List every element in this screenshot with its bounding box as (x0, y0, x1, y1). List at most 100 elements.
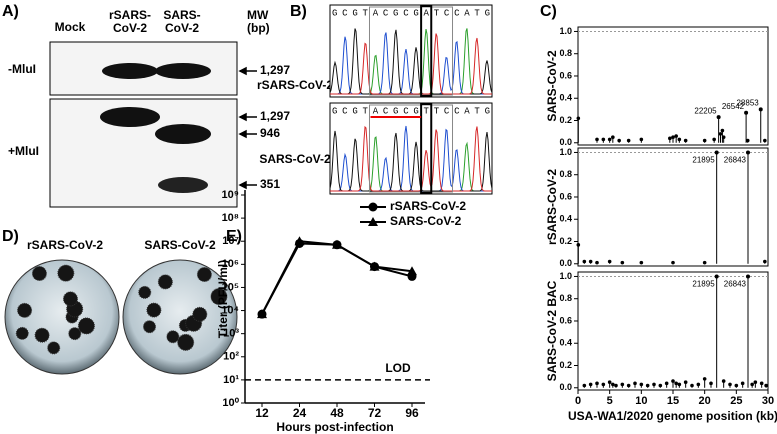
mw-label: (bp) (247, 21, 270, 35)
plaque (146, 302, 162, 318)
lollipop-head (607, 380, 612, 385)
y-tick-label: 0.0 (559, 137, 572, 147)
lollipop-head (588, 382, 593, 387)
y-tick-label: 0.8 (559, 169, 572, 179)
lollipop-head (753, 380, 758, 385)
lollipop-head (652, 382, 656, 387)
lollipop-head (620, 382, 625, 387)
series-line (261, 240, 413, 315)
trace-label: rSARS-CoV-2 (257, 78, 333, 92)
lollipop-head (671, 135, 675, 140)
lollipop-head (645, 383, 650, 388)
lollipop-head (714, 274, 719, 279)
y-tick-label: 0.6 (559, 70, 572, 80)
lollipop-head (668, 136, 672, 141)
series-line (261, 242, 413, 315)
lollipop-head (745, 138, 750, 143)
lollipop-head (728, 382, 732, 387)
gel-band (102, 63, 158, 79)
lollipop-head (671, 260, 675, 265)
panel-label: C) (540, 3, 557, 20)
lollipop-head (639, 260, 644, 265)
marker (369, 261, 380, 271)
mw-label: MW (247, 8, 269, 22)
trace-label: SARS-CoV-2 (259, 152, 331, 166)
gel-band (155, 124, 211, 144)
lollipop-head (626, 138, 631, 143)
lollipop-head (712, 137, 716, 142)
y-tick-label: 1.0 (559, 271, 572, 281)
x-tick-label: 25 (730, 395, 742, 407)
y-tick-label: 0.4 (559, 338, 572, 348)
annotation: 21895 (692, 280, 715, 289)
gel-panel: Mock rSARS- CoV-2 SARS- CoV-2 MW (bp) -M… (8, 8, 290, 208)
plaque (17, 302, 33, 318)
y-tick-label: 10³ (223, 328, 239, 340)
lollipop-head (601, 137, 606, 142)
x-axis-label: USA-WA1/2020 genome position (kb) (568, 409, 777, 423)
plaque (47, 341, 61, 355)
y-tick-label: 10⁷ (222, 235, 239, 247)
lollipop-head (626, 383, 631, 388)
y-tick-label: 10⁴ (221, 304, 239, 316)
y-tick-label: 0.2 (559, 236, 572, 246)
lollipop-head (595, 260, 599, 265)
lollipop-head (620, 260, 625, 265)
lollipop-head (611, 382, 615, 387)
plaques (15, 264, 228, 355)
mutation-box (420, 103, 433, 194)
plaque (68, 327, 82, 341)
y-tick-label: 0.2 (559, 360, 572, 370)
lollipop-head (702, 260, 707, 265)
x-tick-label: 48 (330, 406, 344, 420)
y-axis-label: Titer (PFU/ml) (216, 260, 230, 338)
chromatogram-box (329, 4, 493, 98)
panel-label: A) (2, 3, 19, 20)
gel-band (155, 63, 211, 79)
band-label: 1,297 (260, 63, 290, 77)
y-axis-label: rSARS-CoV-2 (545, 169, 559, 245)
gel-band (158, 177, 208, 193)
y-tick-label: 10² (223, 351, 239, 363)
plaque (177, 333, 195, 351)
marker (407, 266, 417, 276)
annotation: 26843 (724, 280, 747, 289)
plot-frame (577, 147, 769, 267)
lollipop-head (607, 259, 612, 264)
lane-label: CoV-2 (113, 21, 147, 35)
legend-marker (368, 217, 378, 226)
x-tick-label: 15 (667, 395, 679, 407)
lollipop-head (750, 382, 754, 387)
plaque (210, 288, 228, 306)
plaque (192, 306, 208, 322)
plaque-label: SARS-CoV-2 (144, 238, 216, 252)
lollipop-head (702, 377, 707, 381)
lollipop-head (746, 150, 751, 155)
plaque (138, 285, 152, 299)
y-tick-label: 0.0 (559, 382, 572, 392)
plaque (166, 330, 180, 344)
plot-frame (577, 26, 769, 146)
y-tick-label: 10⁵ (222, 281, 239, 293)
plaque (143, 320, 157, 334)
plot-frame (577, 271, 769, 391)
plaque-well (4, 259, 120, 375)
region-box (368, 104, 454, 193)
lollipop-head (709, 381, 713, 386)
y-tick-label: 0.2 (559, 115, 572, 125)
lane-label: rSARS- (109, 8, 151, 22)
annotation: 22205 (694, 106, 717, 115)
y-tick-label: 0.6 (559, 191, 572, 201)
lollipop-head (702, 138, 707, 143)
lollipop-head (607, 137, 612, 142)
panel-label: B) (290, 3, 307, 20)
lollipop-head (588, 259, 593, 264)
lollipop-head (759, 381, 764, 386)
lollipop-head (595, 137, 599, 142)
x-tick-label: 5 (607, 395, 613, 407)
plaque-label: rSARS-CoV-2 (27, 238, 103, 252)
lollipop-head (582, 259, 587, 264)
lollipop-head (674, 381, 678, 386)
y-tick-label: 0.6 (559, 315, 572, 325)
lollipop-head (690, 383, 694, 388)
